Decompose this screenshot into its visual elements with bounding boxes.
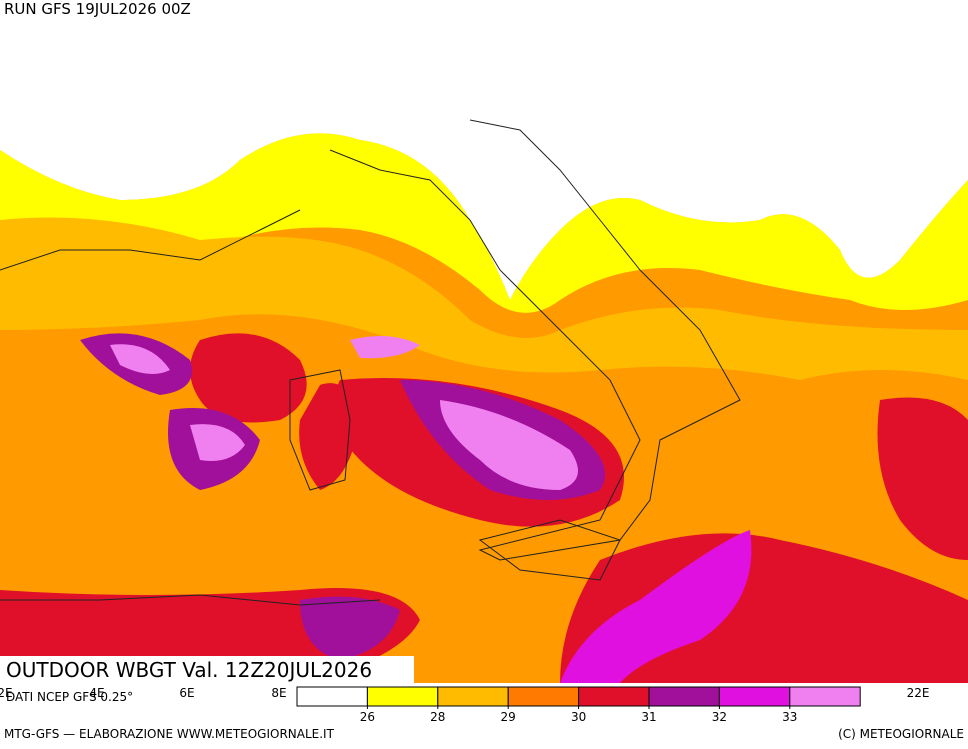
colorbar-segment	[438, 687, 508, 706]
product-label: OUTDOOR WBGT Val. 12Z20JUL2026	[6, 658, 372, 682]
colorbar-tick-label: 30	[571, 710, 586, 724]
colorbar-segment	[297, 687, 367, 706]
longitude-label: 2E	[0, 686, 13, 700]
footer-right: (C) METEOGIORNALE	[838, 727, 964, 741]
map-field	[0, 0, 968, 683]
run-label: RUN GFS 19JUL2026 00Z	[4, 0, 191, 18]
colorbar: 26 28 29 30 31 32 33	[297, 687, 860, 724]
colorbar-segment	[719, 687, 789, 706]
colorbar-tick-label: 26	[360, 710, 375, 724]
source-label: DATI NCEP GFS 0.25°	[6, 690, 133, 704]
longitude-label: 6E	[179, 686, 194, 700]
colorbar-tick-label: 32	[712, 710, 727, 724]
colorbar-tick-label: 28	[430, 710, 445, 724]
footer-left: MTG-GFS — ELABORAZIONE WWW.METEOGIORNALE…	[4, 727, 335, 741]
longitude-label: 4E	[89, 686, 104, 700]
colorbar-tick-label: 33	[782, 710, 797, 724]
colorbar-tick-label: 29	[501, 710, 516, 724]
colorbar-segment	[508, 687, 578, 706]
longitude-label: 22E	[907, 686, 930, 700]
colorbar-segment	[579, 687, 649, 706]
colorbar-segment	[367, 687, 437, 706]
colorbar-segment	[790, 687, 860, 706]
longitude-label: 8E	[271, 686, 286, 700]
colorbar-tick-label: 31	[641, 710, 656, 724]
colorbar-segment	[649, 687, 719, 706]
